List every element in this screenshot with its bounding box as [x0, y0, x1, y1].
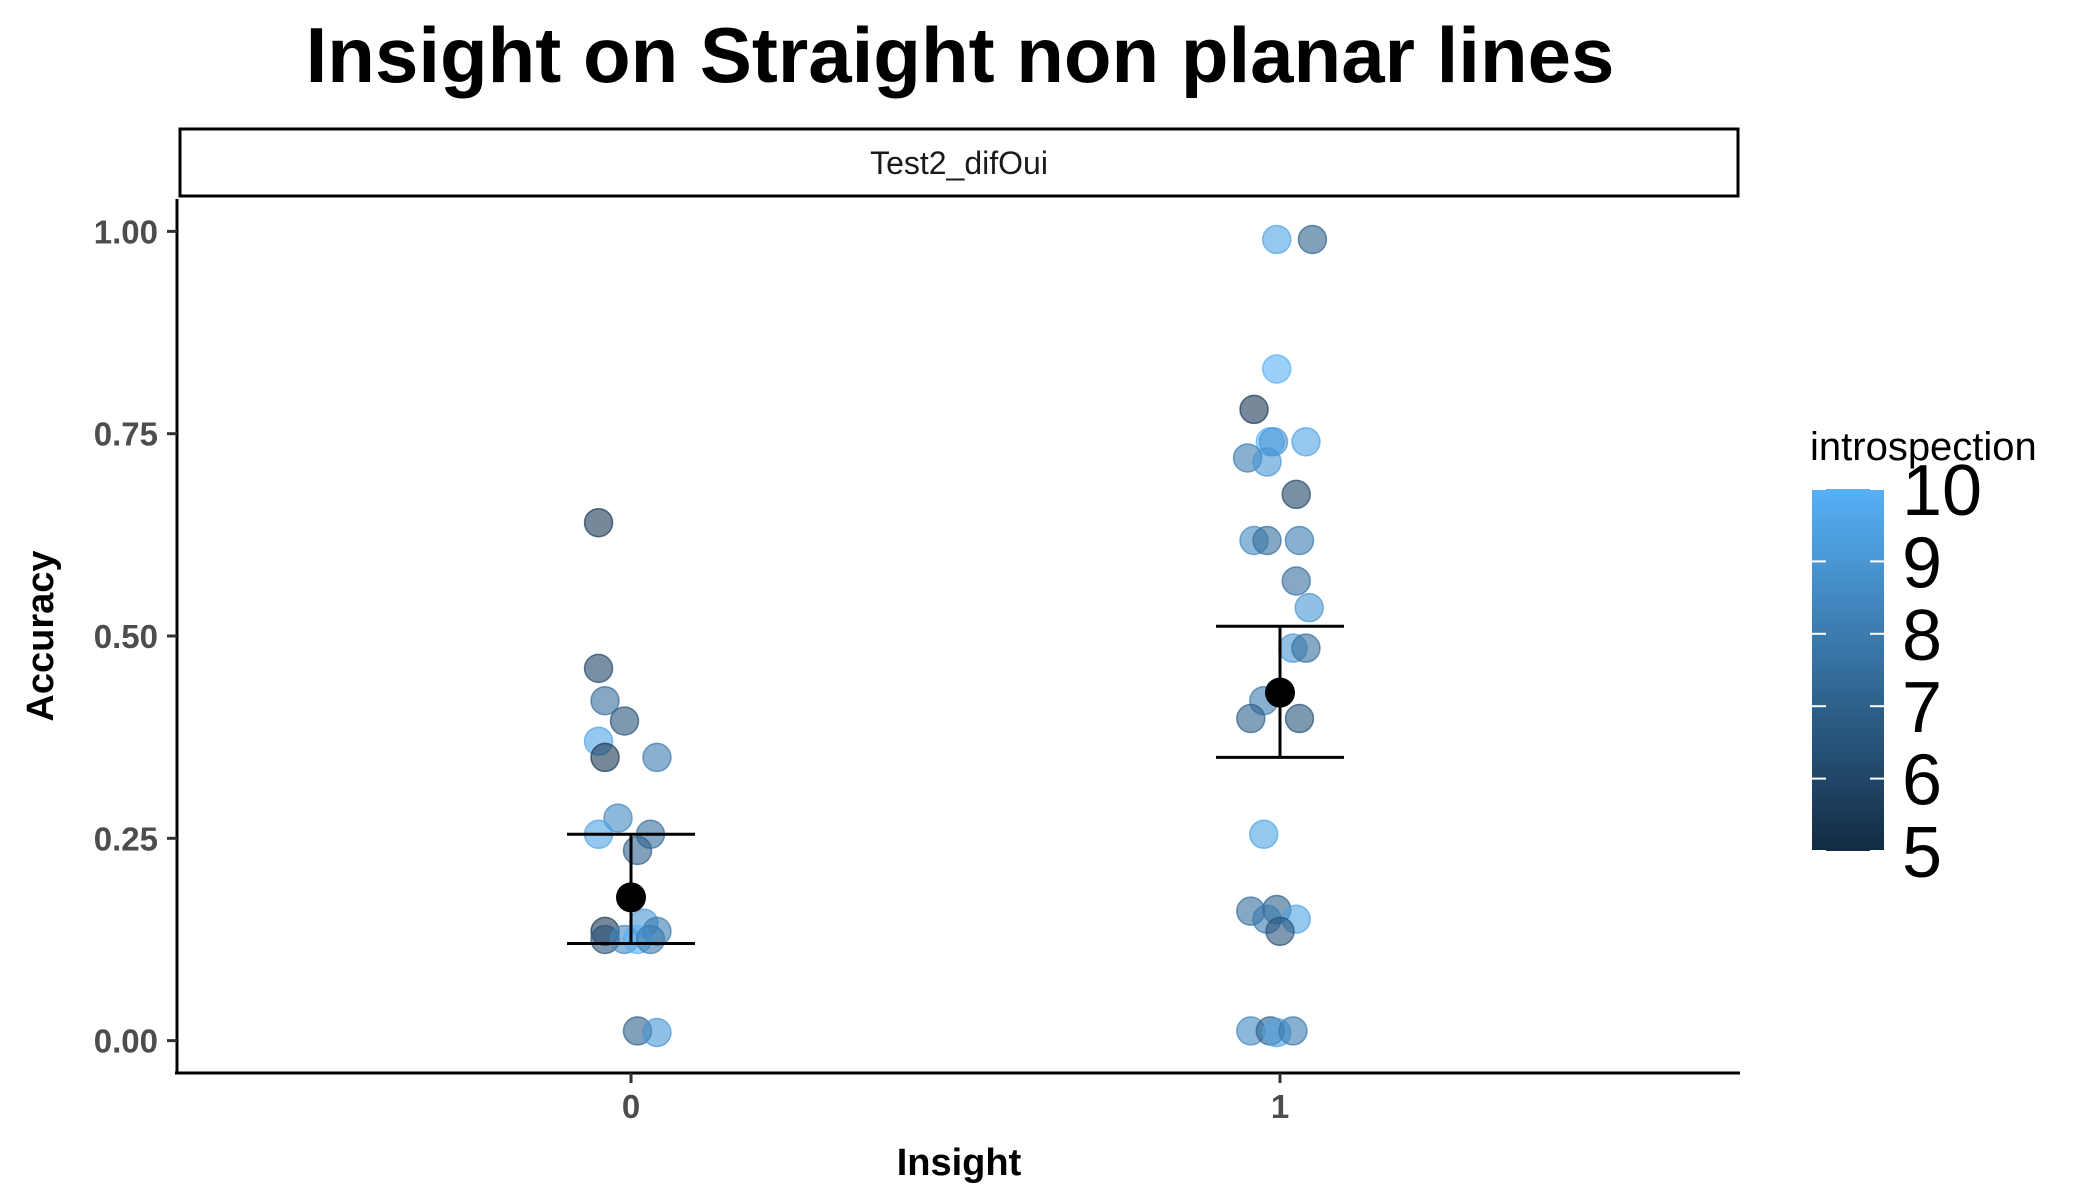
data-point [1265, 916, 1295, 947]
data-point [1252, 447, 1282, 477]
data-point [1262, 224, 1292, 255]
y-tick-label: 0.75 [94, 416, 158, 453]
legend-label: 7 [1902, 668, 1942, 748]
y-axis-title: Accuracy [20, 550, 62, 721]
y-tick-label: 0.50 [94, 618, 158, 655]
legend-label: 10 [1902, 451, 1982, 531]
facet-strip-label: Test2_difOui [870, 145, 1048, 181]
data-point [1297, 224, 1328, 255]
data-point [1262, 354, 1292, 384]
legend-label: 9 [1902, 523, 1942, 603]
legend-label: 8 [1902, 596, 1942, 676]
data-point [635, 924, 666, 955]
y-tick-label: 0.25 [94, 820, 158, 857]
chart-title: Insight on Straight non planar lines [306, 11, 1615, 99]
data-point [1239, 394, 1269, 425]
data-point [1284, 703, 1315, 734]
data-point [1281, 479, 1311, 510]
data-point [1294, 592, 1324, 623]
data-point [1291, 427, 1321, 457]
y-tick-label: 1.00 [94, 213, 158, 250]
legend-title: introspection [1810, 425, 2037, 469]
data-point [642, 1017, 672, 1048]
data-point [1291, 633, 1321, 663]
legend-label: 6 [1902, 741, 1942, 821]
data-point [622, 835, 653, 866]
data-point [1252, 525, 1282, 556]
data-point [1236, 703, 1266, 734]
data-point [1284, 525, 1315, 556]
data-point [590, 685, 620, 716]
x-tick-label: 1 [1271, 1088, 1289, 1125]
data-point [1278, 1016, 1308, 1046]
colorbar [1812, 489, 1884, 851]
mean-point [1265, 677, 1295, 708]
data-point [1281, 566, 1311, 596]
data-point [1249, 819, 1279, 850]
y-axis-ticks: 0.00 0.25 0.50 0.75 1.00 [94, 213, 177, 1060]
mean-error-bars-layer [567, 624, 1344, 946]
x-tick-label: 0 [622, 1088, 640, 1125]
legend-label: 5 [1902, 813, 1942, 893]
facet-strip [178, 127, 1740, 198]
x-axis-title: Insight [897, 1142, 1022, 1184]
y-tick-label: 0.00 [94, 1023, 158, 1060]
data-point [583, 507, 614, 538]
data-points-layer [583, 224, 1328, 1048]
data-point [590, 742, 620, 773]
mean-point [616, 882, 646, 913]
data-point [642, 742, 672, 773]
data-point [583, 653, 614, 684]
data-point [609, 706, 640, 736]
data-point [603, 803, 633, 833]
